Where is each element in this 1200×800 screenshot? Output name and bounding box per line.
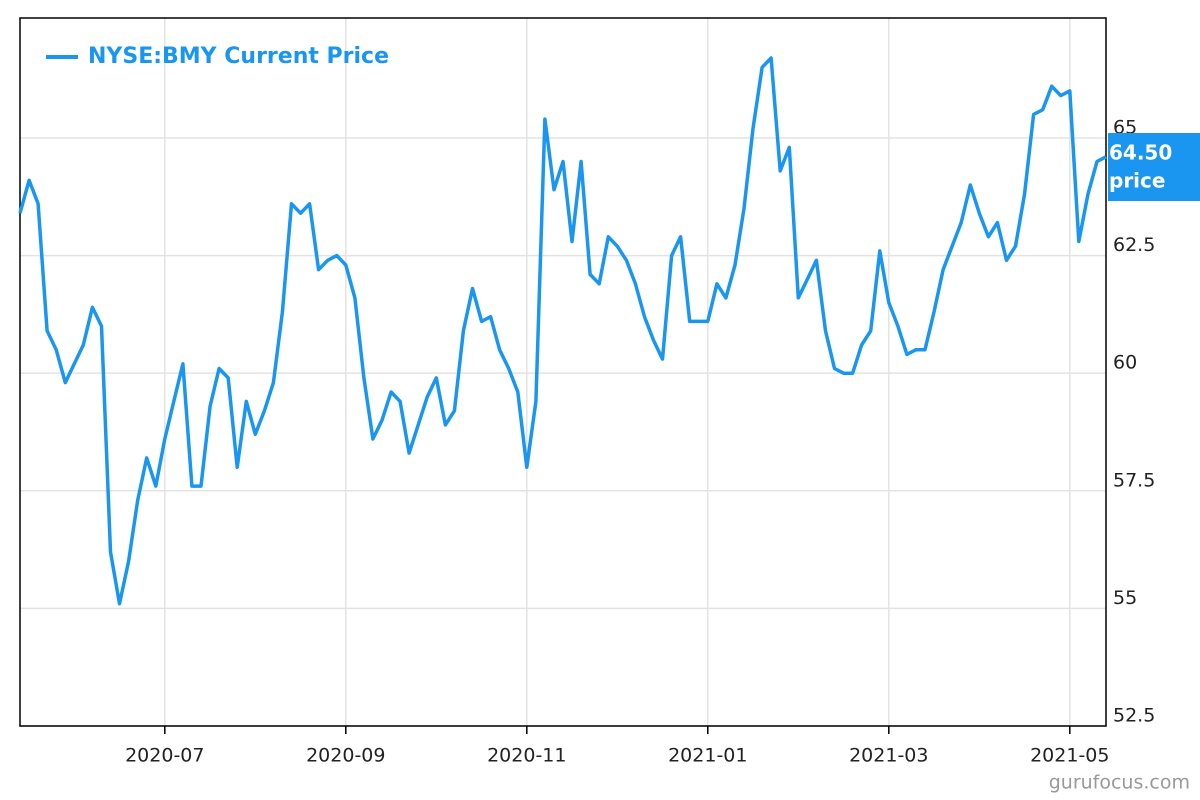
x-tick-label: 2020-09 [306, 745, 385, 767]
plot-frame [19, 17, 1107, 727]
price-badge [1108, 133, 1200, 201]
x-tick-label: 2021-03 [849, 745, 928, 767]
y-tick-label: 62.5 [1113, 234, 1155, 256]
grid [20, 18, 1106, 727]
x-tick-label: 2021-05 [1030, 745, 1109, 767]
y-tick-label: 57.5 [1113, 469, 1155, 491]
y-tick-label: 52.5 [1113, 705, 1155, 727]
y-tick-label: 55 [1113, 587, 1137, 609]
y-tick-label: 65 [1113, 116, 1137, 138]
price-badge-value: 64.50 [1109, 141, 1172, 165]
price-badge-label: price [1109, 169, 1165, 193]
watermark: gurufocus.com [1049, 772, 1190, 794]
price-line [18, 56, 1107, 606]
x-tick-label: 2020-07 [125, 745, 204, 767]
x-tick-label: 2020-11 [487, 745, 566, 767]
y-tick-label: 60 [1113, 352, 1137, 374]
x-tick-label: 2021-01 [668, 745, 747, 767]
legend-label: NYSE:BMY Current Price [88, 44, 389, 69]
